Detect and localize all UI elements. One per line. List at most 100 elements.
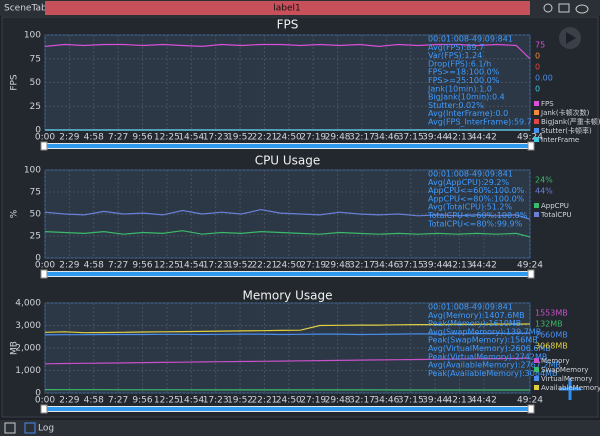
stats-text: FPS>=18:100.0%	[428, 68, 500, 77]
x-tick-label: 2:29	[59, 261, 79, 271]
legend-swatch	[534, 385, 539, 390]
add-button[interactable]	[559, 378, 581, 400]
log-checkbox[interactable]	[24, 422, 36, 434]
y-tick-label: 1,000	[15, 366, 41, 376]
chart: Memory Usage MB 0 1,000 2,000 3,000 4,000 0:00 2…	[10, 289, 600, 414]
x-tick-label: 27:19	[300, 261, 326, 271]
legend-label: BigJank(严重卡顿)	[541, 117, 600, 126]
timeline-handle[interactable]	[40, 141, 48, 151]
x-tick-label: 14:54	[178, 396, 204, 406]
tab-title[interactable]: SceneTab	[4, 4, 47, 14]
current-value: 1553MB	[535, 309, 568, 318]
x-tick-label: 12:25	[154, 133, 180, 143]
x-tick-label: 9:56	[132, 261, 152, 271]
x-tick-label: 12:25	[154, 396, 180, 406]
stats-text: AppCPU<=80%:100.0%	[428, 194, 525, 203]
series-line	[44, 230, 531, 238]
x-tick-label: 27:19	[300, 396, 326, 406]
x-tick-label: 37:15	[398, 396, 424, 406]
stats-text: Peak(SwapMemory):156MB	[428, 336, 538, 345]
x-tick-label: 19:52	[227, 133, 253, 143]
x-tick-label: 34:46	[373, 396, 399, 406]
x-tick-label: 49:24	[517, 133, 543, 143]
location-icon[interactable]	[543, 3, 553, 13]
stats-text: Avg(Memory):1407.6MB	[428, 311, 525, 320]
x-tick-label: 7:27	[108, 261, 128, 271]
current-value: 2660MB	[535, 331, 568, 340]
stats-text: FPS>=25:100.0%	[428, 76, 500, 85]
chart-title: FPS	[277, 18, 299, 32]
current-value: 44%	[535, 187, 553, 196]
series-line	[44, 332, 531, 336]
y-tick-label: 25	[30, 232, 41, 242]
x-tick-label: 39:44	[422, 133, 448, 143]
stats-text: 00:01:008-49:09:841	[428, 303, 513, 312]
legend-swatch	[534, 110, 539, 115]
x-tick-label: 37:15	[398, 133, 424, 143]
legend-label: Jank(卡顿次数)	[540, 108, 590, 117]
cloud-icon[interactable]	[575, 4, 589, 14]
x-tick-label: 39:44	[422, 261, 448, 271]
x-tick-label: 44:42	[471, 396, 497, 406]
stats-text: Peak(AvailableMemory):3084MB	[428, 369, 557, 378]
stats-text: Var(FPS):1.24	[428, 51, 482, 60]
legend-label: Memory	[541, 357, 569, 365]
x-tick-label: 9:56	[132, 133, 152, 143]
stats-text: Avg(VirtualMemory):2606.6MB	[428, 344, 551, 353]
x-tick-label: 7:27	[108, 396, 128, 406]
legend-label: TotalCPU	[540, 211, 572, 219]
timeline-handle[interactable]	[40, 404, 48, 414]
stats-text: Peak(Memory):1610MB	[428, 319, 521, 328]
legend-label: FPS	[541, 100, 554, 108]
stats-text: 00:01:008-49:09:841	[428, 35, 513, 44]
timeline-range	[45, 272, 530, 276]
menu-icon[interactable]	[4, 422, 16, 434]
stats-text: Avg(TotalCPU):51.2%	[428, 203, 513, 212]
folder-icon[interactable]	[558, 3, 570, 13]
timeline-range	[45, 407, 530, 411]
log-label[interactable]: Log	[38, 424, 54, 434]
tab-label[interactable]: label1	[273, 4, 301, 14]
x-tick-label: 19:52	[227, 396, 253, 406]
y-tick-label: 3,000	[15, 321, 41, 331]
x-tick-label: 44:42	[471, 133, 497, 143]
y-axis-label: %	[10, 209, 20, 218]
x-tick-label: 42:13	[447, 396, 473, 406]
timeline-handle[interactable]	[527, 269, 535, 279]
y-tick-label: 0	[35, 389, 41, 399]
timeline-handle[interactable]	[527, 404, 535, 414]
x-tick-label: 0:00	[35, 396, 55, 406]
legend-label: InterFrame	[541, 136, 579, 144]
y-tick-label: 100	[24, 31, 41, 41]
legend-swatch	[534, 212, 539, 217]
x-tick-label: 29:48	[325, 396, 351, 406]
timeline-handle[interactable]	[527, 141, 535, 151]
x-tick-label: 7:27	[108, 133, 128, 143]
x-tick-label: 2:29	[59, 396, 79, 406]
play-icon	[566, 32, 576, 44]
x-tick-label: 32:17	[349, 396, 375, 406]
y-tick-label: 100	[24, 166, 41, 176]
legend-label: AvailableMemory	[541, 384, 600, 392]
x-tick-label: 42:13	[447, 261, 473, 271]
timeline-handle[interactable]	[40, 269, 48, 279]
tab-label-bg[interactable]	[45, 1, 530, 15]
x-tick-label: 17:23	[203, 261, 229, 271]
current-value: 0	[535, 85, 540, 94]
y-axis-label: FPS	[10, 74, 20, 91]
y-tick-label: 50	[30, 78, 42, 88]
legend-swatch	[534, 367, 539, 372]
legend-label: AppCPU	[541, 202, 569, 210]
legend-swatch	[534, 101, 539, 106]
y-tick-label: 0	[35, 254, 41, 264]
stats-text: TotalCPU<=60%:100.0%	[427, 211, 528, 220]
x-tick-label: 44:42	[471, 261, 497, 271]
chart-title: CPU Usage	[255, 154, 321, 168]
series-line	[44, 208, 531, 220]
stats-text: 00:01:008-49:09:841	[428, 170, 513, 179]
x-tick-label: 17:23	[203, 396, 229, 406]
legend-swatch	[534, 376, 539, 381]
x-tick-label: 22:21	[251, 261, 277, 271]
